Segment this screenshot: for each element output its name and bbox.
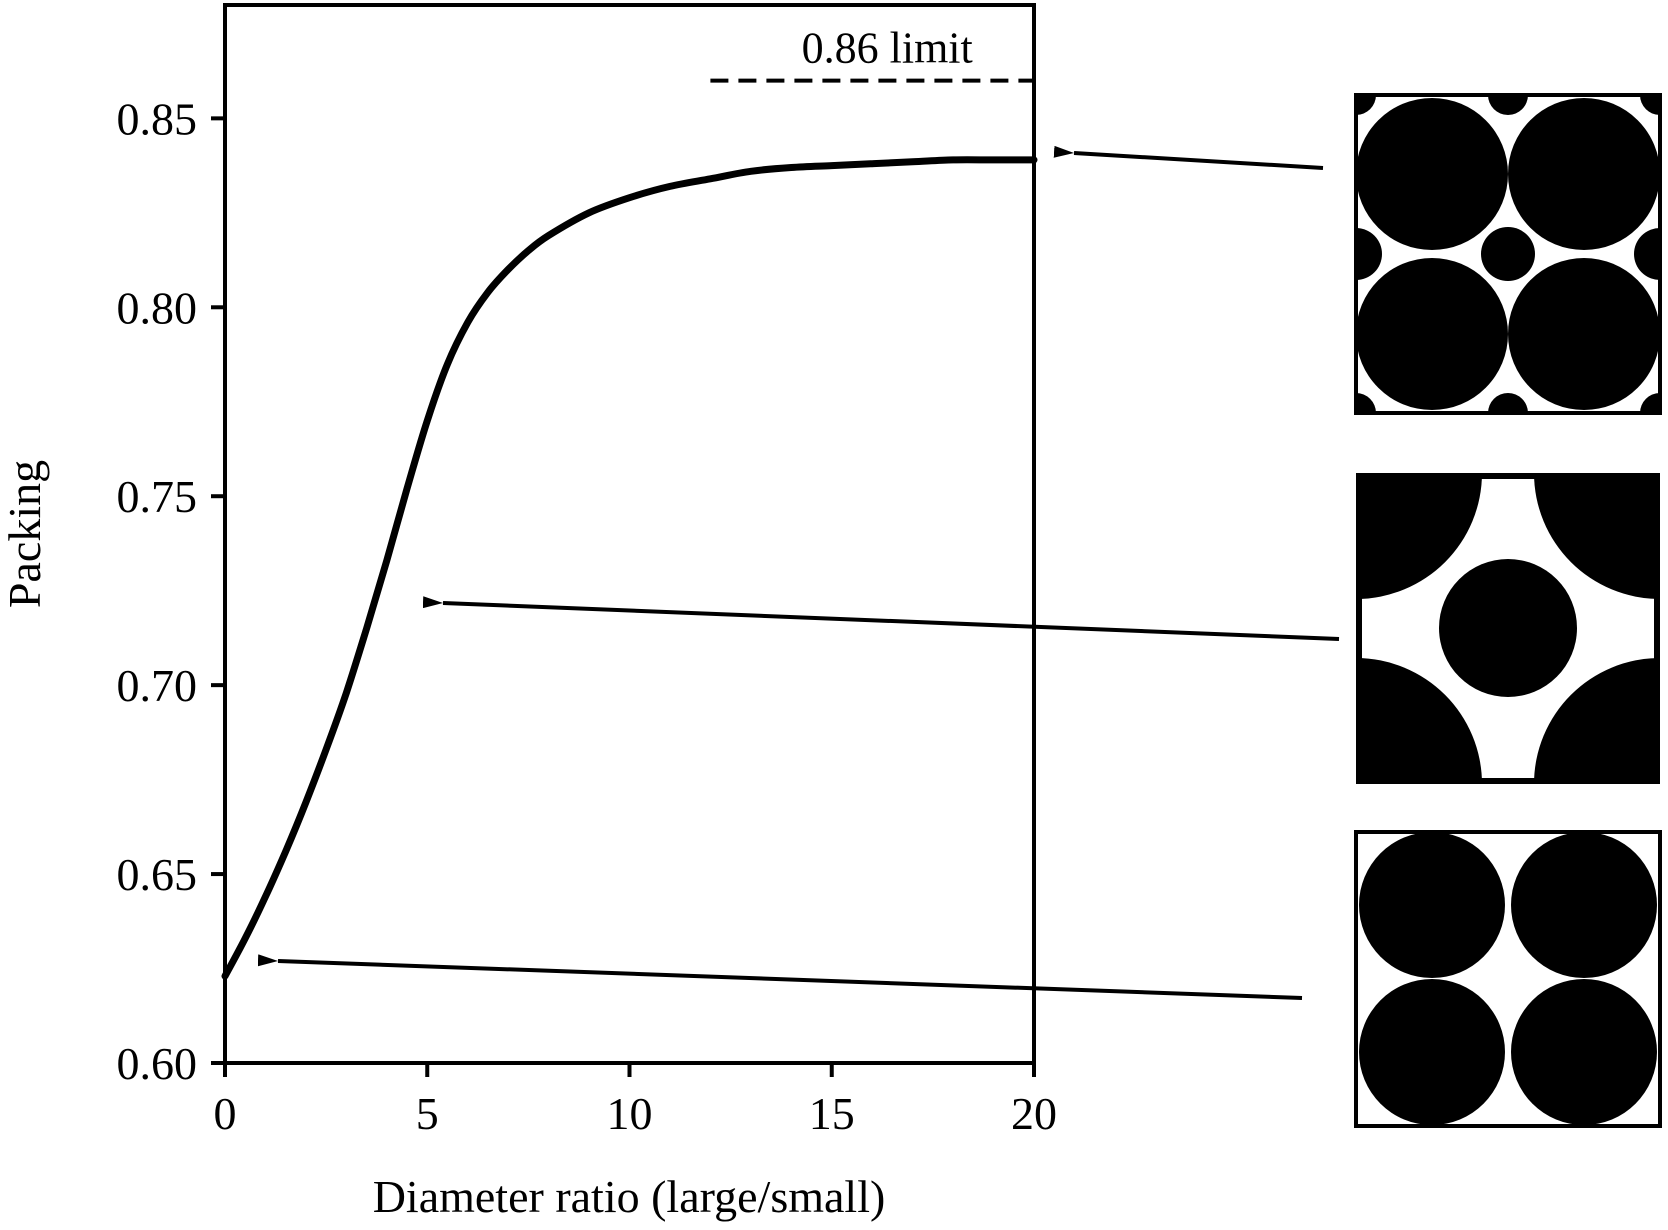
packing-curve — [221, 156, 1038, 980]
inset-simple-square-packing — [1354, 830, 1662, 1128]
x-tick-label: 5 — [416, 1088, 439, 1139]
arrow-to-midcurve — [422, 596, 1340, 641]
inset-bimodal-packing — [1354, 93, 1662, 415]
y-tick-label: 0.60 — [117, 1038, 198, 1089]
x-tick-label: 10 — [607, 1088, 653, 1139]
reference-line-label: 0.86 limit — [802, 24, 973, 73]
x-tick-label: 15 — [809, 1088, 855, 1139]
y-tick-label: 0.80 — [117, 282, 198, 333]
inset-body-centered-packing — [1356, 473, 1660, 784]
arrow-to-plateau — [1053, 145, 1324, 170]
x-tick-label: 0 — [214, 1088, 237, 1139]
y-axis-ticks: 0.60 0.65 0.70 0.75 0.80 0.85 — [117, 93, 225, 1089]
y-axis-label: Packing — [0, 460, 50, 608]
y-tick-label: 0.85 — [117, 93, 198, 144]
y-tick-label: 0.70 — [117, 660, 198, 711]
x-axis-label: Diameter ratio (large/small) — [373, 1171, 886, 1222]
y-tick-label: 0.65 — [117, 849, 198, 900]
x-axis-ticks: 0 5 10 15 20 — [214, 1063, 1057, 1139]
x-tick-label: 20 — [1011, 1088, 1057, 1139]
arrow-to-start — [257, 954, 1303, 1000]
y-tick-label: 0.75 — [117, 471, 198, 522]
